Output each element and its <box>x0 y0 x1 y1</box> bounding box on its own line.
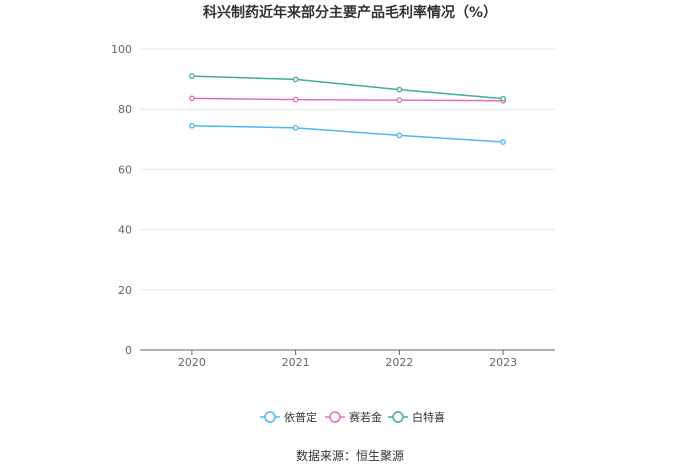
legend-marker <box>392 411 404 423</box>
legend-label: 依普定 <box>284 410 317 424</box>
chart-title: 科兴制药近年来部分主要产品毛利率情况（%） <box>203 4 497 21</box>
y-tick-label: 0 <box>125 344 132 357</box>
x-tick-label: 2022 <box>385 356 413 369</box>
data-source: 数据来源：恒生聚源 <box>296 448 404 463</box>
grid-lines <box>140 48 555 291</box>
y-tick-label: 40 <box>118 224 132 237</box>
data-point[interactable] <box>396 132 403 139</box>
series-line-3 <box>191 75 504 100</box>
y-tick-label: 100 <box>111 43 132 56</box>
legend-item-3[interactable]: 白特喜 <box>388 410 445 424</box>
y-tick-label: 60 <box>118 163 132 176</box>
legend-label: 赛若金 <box>349 410 382 424</box>
legend-label: 白特喜 <box>412 410 445 424</box>
data-point[interactable] <box>292 125 299 131</box>
data-point[interactable] <box>189 122 195 129</box>
data-point[interactable] <box>396 97 403 104</box>
x-tick-label: 2023 <box>489 356 517 369</box>
x-axis: 2020 2021 2022 2023 <box>140 349 555 369</box>
series-lines <box>189 73 506 145</box>
data-point[interactable] <box>396 86 403 93</box>
legend-item-2[interactable]: 赛若金 <box>325 410 382 424</box>
legend-marker <box>329 411 341 423</box>
legend-marker <box>264 411 276 423</box>
data-point[interactable] <box>189 73 195 79</box>
x-tick-label: 2021 <box>282 356 310 369</box>
data-point[interactable] <box>189 95 195 102</box>
y-tick-label: 20 <box>118 284 132 297</box>
series-line-2 <box>191 97 504 102</box>
legend-item-1[interactable]: 依普定 <box>260 410 317 424</box>
legend[interactable]: 依普定 赛若金 白特喜 <box>260 410 445 424</box>
y-tick-label: 80 <box>118 103 132 116</box>
series-line-1 <box>191 125 504 143</box>
data-point[interactable] <box>500 95 506 102</box>
data-point[interactable] <box>500 139 506 145</box>
x-tick-label: 2020 <box>178 356 206 369</box>
data-point[interactable] <box>292 76 299 83</box>
y-axis: 0 20 40 60 80 100 <box>111 43 132 357</box>
data-point[interactable] <box>292 96 299 103</box>
